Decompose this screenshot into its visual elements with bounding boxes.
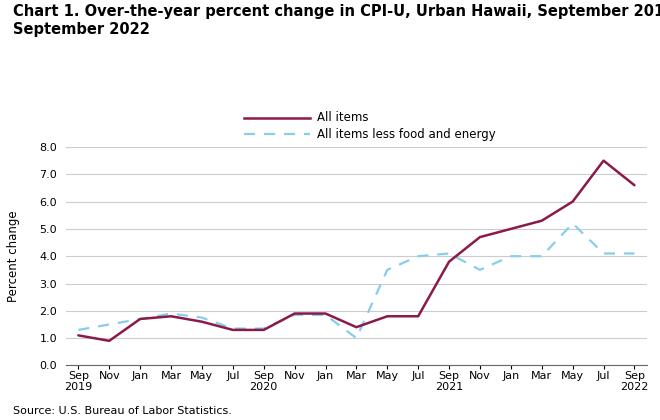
Text: Chart 1. Over-the-year percent change in CPI-U, Urban Hawaii, September 2019–
Se: Chart 1. Over-the-year percent change in… <box>13 4 660 37</box>
Text: All items: All items <box>317 111 368 124</box>
Text: All items less food and energy: All items less food and energy <box>317 128 496 141</box>
Text: Percent change: Percent change <box>7 210 20 302</box>
Text: Source: U.S. Bureau of Labor Statistics.: Source: U.S. Bureau of Labor Statistics. <box>13 406 232 416</box>
